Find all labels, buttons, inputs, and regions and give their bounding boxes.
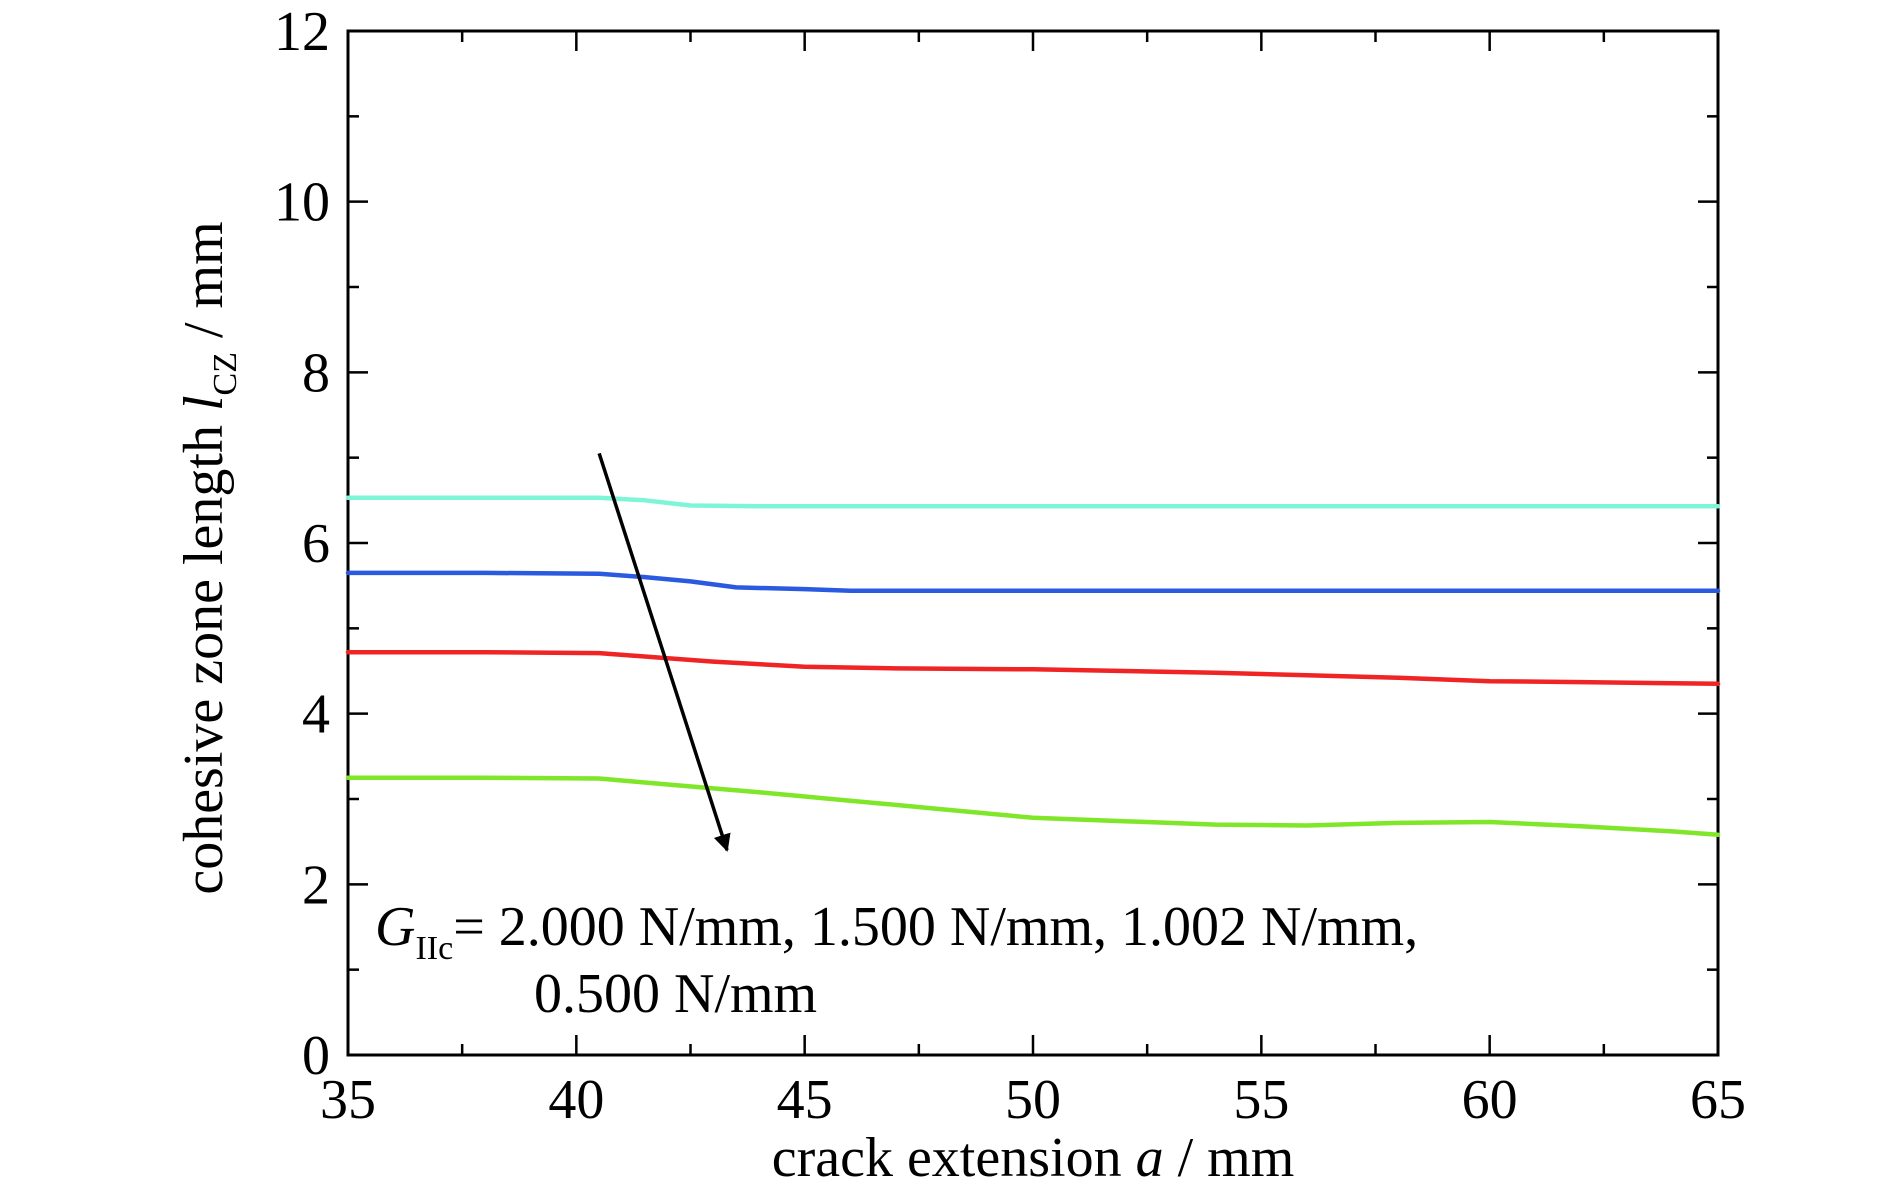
x-tick-label: 60 <box>1462 1069 1518 1131</box>
y-tick-label: 8 <box>302 342 330 404</box>
series-line-4 <box>345 775 1721 838</box>
y-tick-label: 4 <box>302 684 330 746</box>
trend-arrow <box>597 452 731 852</box>
x-axis-label-prefix: crack extension <box>772 1127 1136 1181</box>
y-axis-label-subscript: CZ <box>207 352 244 395</box>
annotation-line-1: GIIc= 2.000 N/mm, 1.500 N/mm, 1.002 N/mm… <box>375 896 1418 967</box>
series-lines <box>345 495 1721 838</box>
x-axis-label-suffix: / mm <box>1164 1127 1295 1181</box>
y-axis-label-prefix: cohesive zone length <box>173 411 235 895</box>
y-axis-label-suffix: / mm <box>173 221 235 352</box>
x-tick-label: 45 <box>777 1069 833 1131</box>
series-line-1 <box>345 495 1721 509</box>
x-tick-label: 35 <box>320 1069 376 1131</box>
annotation-line-2: 0.500 N/mm <box>534 963 817 1025</box>
annotation-subscript: IIc <box>415 930 453 967</box>
x-tick-label: 50 <box>1005 1069 1061 1131</box>
x-tick-label: 40 <box>548 1069 604 1131</box>
annotation-variable: G <box>375 896 415 958</box>
y-tick-label: 12 <box>274 1 330 63</box>
y-tick-label: 2 <box>302 854 330 916</box>
x-tick-label: 65 <box>1690 1069 1746 1131</box>
x-axis-label-variable: a <box>1136 1127 1164 1181</box>
series-line-3 <box>345 649 1721 687</box>
annotation-values-line-1: = 2.000 N/mm, 1.500 N/mm, 1.002 N/mm, <box>453 896 1418 958</box>
y-axis-label-variable: l <box>173 395 235 411</box>
series-line-2 <box>345 570 1721 594</box>
y-axis-ticks: 0 2 4 6 8 10 12 <box>274 1 1718 1087</box>
x-axis-label: crack extension a / mm <box>772 1127 1295 1181</box>
y-axis-label: cohesive zone length lCZ / mm <box>173 221 244 894</box>
y-tick-label: 10 <box>274 172 330 234</box>
y-tick-label: 6 <box>302 513 330 575</box>
x-axis-ticks: 35 40 45 50 55 60 65 <box>320 31 1746 1131</box>
y-tick-label: 0 <box>302 1025 330 1087</box>
x-tick-label: 55 <box>1233 1069 1289 1131</box>
